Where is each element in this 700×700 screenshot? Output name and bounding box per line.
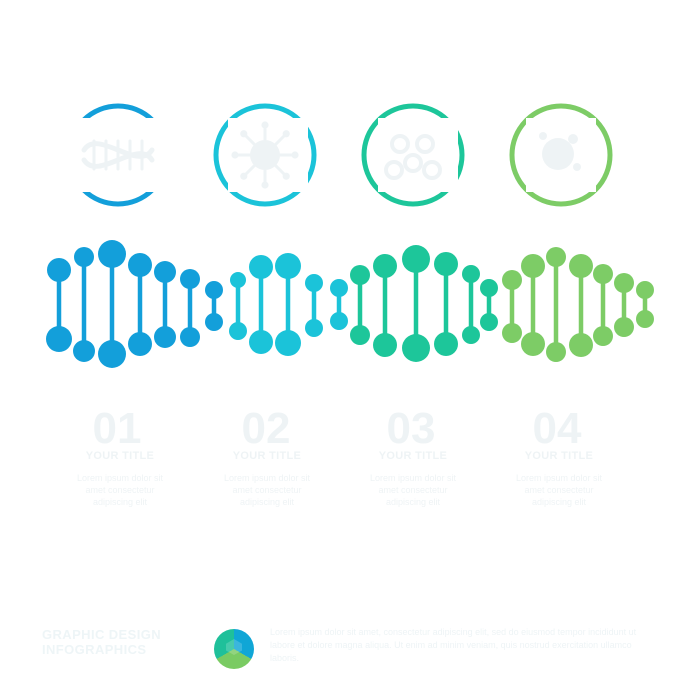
dna-base-pair-17 xyxy=(462,265,480,344)
step-title-4: YOUR TITLE xyxy=(524,450,594,462)
dna-base-pair-10 xyxy=(275,253,301,356)
ring-outline-2 xyxy=(213,103,317,207)
step-description-1: Lorem ipsum dolor sit amet consectetur a… xyxy=(76,473,164,507)
dna-base-pair-15 xyxy=(402,245,430,362)
icon-ring-2 xyxy=(213,103,317,207)
ring-outline-3 xyxy=(361,103,465,207)
dna-base-pair-23 xyxy=(593,264,613,346)
step-title-3: YOUR TITLE xyxy=(378,450,448,462)
ring-outline-4 xyxy=(509,103,613,207)
dna-base-pair-12 xyxy=(330,279,348,330)
dna-base-pair-18 xyxy=(480,279,498,331)
step-title-1: YOUR TITLE xyxy=(85,450,155,462)
dna-base-pair-14 xyxy=(373,254,397,357)
step-number-4: 04 xyxy=(532,404,582,453)
step-description-3: Lorem ipsum dolor sit amet consectetur a… xyxy=(369,473,457,507)
dna-helix xyxy=(46,240,654,368)
dna-base-pair-5 xyxy=(154,261,176,348)
dna-base-pair-4 xyxy=(128,253,152,356)
footer-description: Lorem ipsum dolor sit amet, consectetur … xyxy=(270,627,637,663)
icon-ring-3 xyxy=(361,103,465,207)
ring-gap-2 xyxy=(228,118,308,192)
step-description-2: Lorem ipsum dolor sit amet consectetur a… xyxy=(223,473,311,507)
dna-base-pair-3 xyxy=(98,240,126,368)
bacteria-icon xyxy=(539,132,581,171)
dna-icon xyxy=(81,139,155,171)
dna-base-pair-13 xyxy=(350,265,370,345)
icon-ring-4 xyxy=(509,103,613,207)
ring-outline-1 xyxy=(66,103,170,207)
ring-gap-1 xyxy=(66,118,170,192)
dna-base-pair-2 xyxy=(73,247,95,362)
dna-base-pair-19 xyxy=(502,270,522,343)
molecule-icon xyxy=(384,134,442,180)
dna-base-pair-16 xyxy=(434,252,458,356)
logo-icon xyxy=(214,629,254,669)
dna-base-pair-6 xyxy=(180,269,200,347)
dna-base-pair-20 xyxy=(521,254,545,356)
dna-base-pair-21 xyxy=(546,247,566,362)
dna-base-pair-8 xyxy=(229,272,247,340)
dna-base-pair-22 xyxy=(569,254,593,357)
icon-ring-1 xyxy=(66,103,170,207)
dna-base-pair-1 xyxy=(46,258,72,352)
step-description-4: Lorem ipsum dolor sit amet consectetur a… xyxy=(515,473,603,507)
dna-base-pair-9 xyxy=(249,255,273,354)
step-number-1: 01 xyxy=(92,404,142,453)
dna-base-pair-7 xyxy=(205,281,223,331)
dna-base-pair-11 xyxy=(305,274,323,337)
step-number-3: 03 xyxy=(386,404,436,453)
step-title-2: YOUR TITLE xyxy=(232,450,302,462)
footer-brand: GRAPHIC DESIGN INFOGRAPHICS xyxy=(42,627,162,657)
ring-gap-4 xyxy=(526,118,596,192)
dna-base-pair-25 xyxy=(636,281,654,328)
virus-icon xyxy=(231,121,299,189)
step-number-2: 02 xyxy=(241,404,291,453)
ring-gap-3 xyxy=(378,118,458,192)
dna-base-pair-24 xyxy=(614,273,634,337)
